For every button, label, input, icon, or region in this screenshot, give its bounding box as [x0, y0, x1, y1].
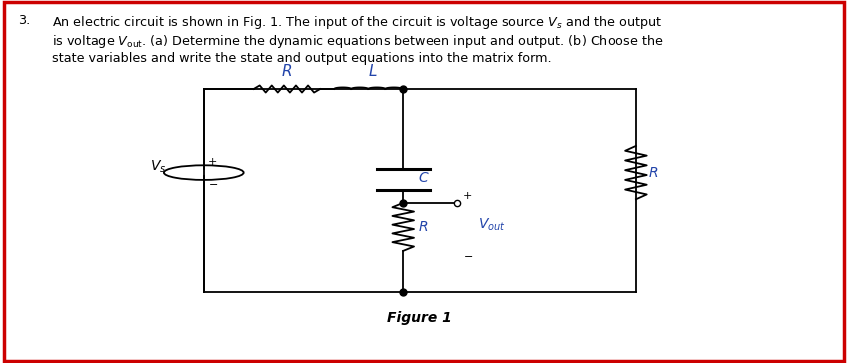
Text: Figure 1: Figure 1 — [388, 311, 452, 325]
Text: 3.: 3. — [19, 13, 31, 26]
Text: +: + — [208, 157, 217, 167]
Text: $R$: $R$ — [648, 166, 658, 180]
Text: $V_\mathregular{out}$: $V_\mathregular{out}$ — [478, 217, 505, 233]
Text: $-$: $-$ — [463, 250, 473, 260]
Text: An electric circuit is shown in Fig. 1. The input of the circuit is voltage sour: An electric circuit is shown in Fig. 1. … — [52, 13, 662, 30]
Text: is voltage $V_\mathregular{out}$. (a) Determine the dynamic equations between in: is voltage $V_\mathregular{out}$. (a) De… — [52, 33, 663, 50]
Text: +: + — [463, 191, 472, 201]
Text: $C$: $C$ — [418, 171, 430, 185]
Text: $-$: $-$ — [208, 178, 218, 188]
Text: $L$: $L$ — [368, 63, 377, 79]
Text: $R$: $R$ — [418, 220, 428, 234]
Text: $V_s$: $V_s$ — [150, 159, 166, 175]
Text: $R$: $R$ — [282, 63, 293, 79]
Text: state variables and write the state and output equations into the matrix form.: state variables and write the state and … — [52, 52, 551, 65]
